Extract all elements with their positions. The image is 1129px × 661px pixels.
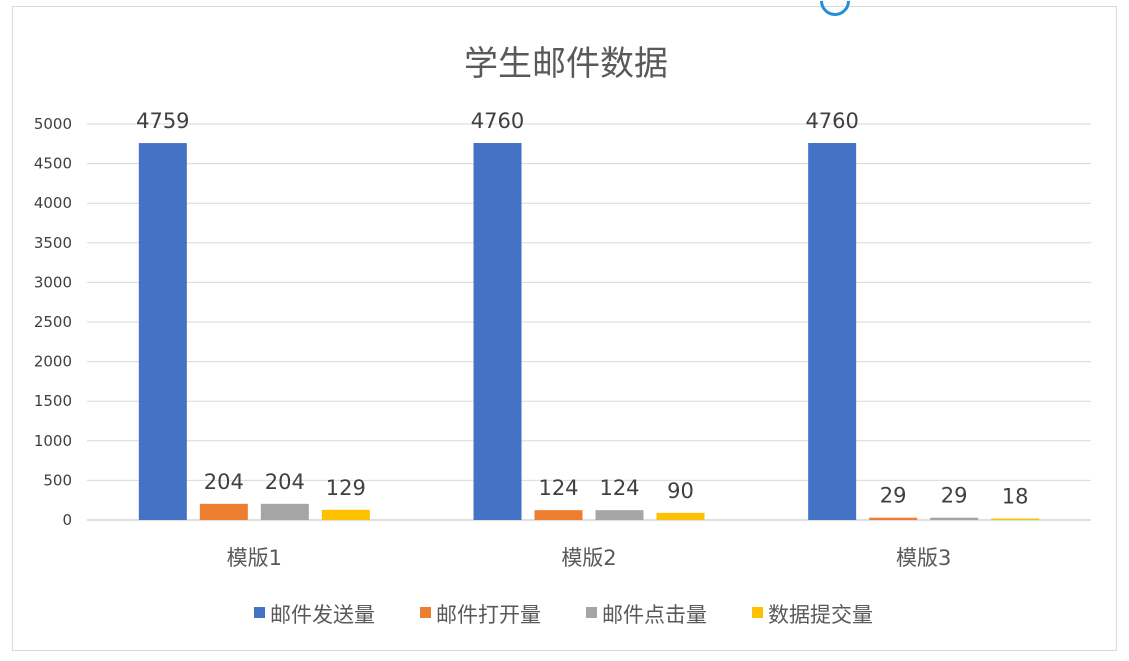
legend-label: 邮件点击量 bbox=[602, 603, 707, 627]
legend-item[interactable]: 数据提交量 bbox=[752, 603, 873, 627]
bar bbox=[534, 510, 583, 520]
y-tick-label: 2000 bbox=[34, 353, 72, 371]
bar bbox=[656, 512, 705, 520]
bar bbox=[260, 503, 309, 520]
data-label: 204 bbox=[265, 470, 305, 494]
data-label: 124 bbox=[599, 476, 639, 500]
x-tick-label: 模版2 bbox=[561, 546, 616, 570]
data-label: 124 bbox=[538, 476, 578, 500]
legend-swatch bbox=[254, 607, 265, 618]
legend-label: 数据提交量 bbox=[768, 603, 873, 627]
x-tick-label: 模版1 bbox=[227, 546, 282, 570]
bar bbox=[138, 143, 187, 520]
data-label: 18 bbox=[1002, 485, 1029, 509]
data-label: 204 bbox=[204, 470, 244, 494]
y-tick-label: 5000 bbox=[34, 115, 72, 133]
data-label: 90 bbox=[667, 479, 694, 503]
legend-label: 邮件打开量 bbox=[436, 603, 541, 627]
legend-swatch bbox=[752, 607, 763, 618]
legend-label: 邮件发送量 bbox=[270, 603, 375, 627]
data-label: 4760 bbox=[471, 109, 524, 133]
data-label: 4759 bbox=[136, 109, 189, 133]
legend-swatch bbox=[586, 607, 597, 618]
bar bbox=[321, 509, 370, 520]
y-tick-label: 4500 bbox=[34, 155, 72, 173]
bar bbox=[869, 517, 918, 520]
chart-title: 学生邮件数据 bbox=[464, 44, 668, 84]
bar bbox=[473, 143, 522, 520]
bar bbox=[991, 518, 1040, 520]
y-tick-label: 2500 bbox=[34, 313, 72, 331]
y-tick-label: 1500 bbox=[34, 392, 72, 410]
y-tick-label: 3500 bbox=[34, 234, 72, 252]
data-label: 129 bbox=[326, 476, 366, 500]
data-label: 29 bbox=[880, 484, 907, 508]
y-tick-label: 500 bbox=[43, 471, 72, 489]
bar bbox=[808, 143, 857, 520]
y-tick-label: 0 bbox=[62, 511, 72, 529]
x-tick-label: 模版3 bbox=[896, 546, 951, 570]
data-label: 4760 bbox=[805, 109, 858, 133]
legend-item[interactable]: 邮件点击量 bbox=[586, 603, 707, 627]
bar bbox=[199, 503, 248, 520]
legend-swatch bbox=[420, 607, 431, 618]
y-tick-label: 3000 bbox=[34, 273, 72, 291]
legend-item[interactable]: 邮件打开量 bbox=[420, 603, 541, 627]
chart-frame bbox=[12, 6, 1117, 651]
y-tick-label: 4000 bbox=[34, 194, 72, 212]
y-tick-label: 1000 bbox=[34, 432, 72, 450]
data-label: 29 bbox=[941, 484, 968, 508]
legend-item[interactable]: 邮件发送量 bbox=[254, 603, 375, 627]
bar bbox=[595, 510, 644, 520]
bar bbox=[930, 517, 979, 520]
